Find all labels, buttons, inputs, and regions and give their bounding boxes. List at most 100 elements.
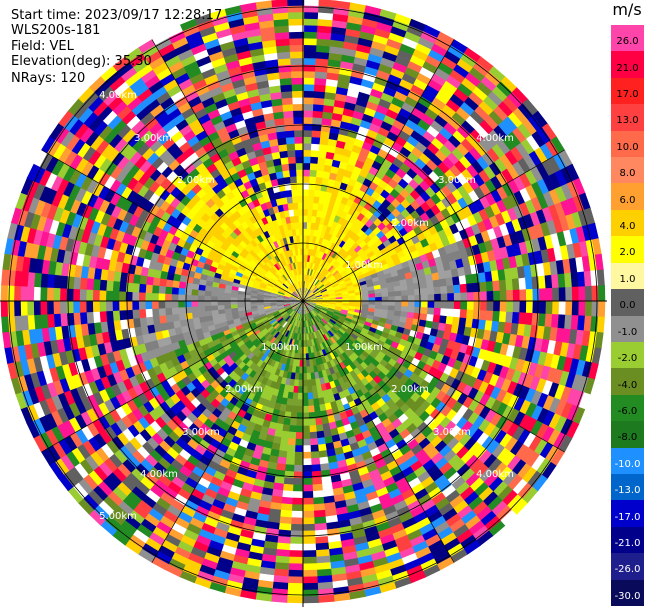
radar-gate-cell <box>167 481 182 494</box>
radar-gate-cell <box>510 146 525 163</box>
radar-gate-cell <box>288 556 303 564</box>
radar-gate-cell <box>109 191 122 206</box>
radar-gate-cell <box>49 218 60 235</box>
radar-gate-cell <box>364 227 374 237</box>
radar-gate-cell <box>433 551 451 565</box>
radar-gate-cell <box>316 575 333 584</box>
radar-gate-cell <box>80 322 89 336</box>
radar-gate-cell <box>583 377 595 396</box>
radar-gate-cell <box>125 291 133 301</box>
radar-gate-cell <box>338 328 346 335</box>
radar-gate-cell <box>88 509 106 526</box>
radar-gate-cell <box>289 530 303 538</box>
radar-gate-cell <box>33 228 44 245</box>
radar-gate-cell <box>309 228 315 237</box>
radar-gate-cell <box>317 18 334 27</box>
radar-gate-cell <box>322 303 330 306</box>
radar-gate-cell <box>279 403 287 412</box>
radar-gate-cell <box>406 455 419 467</box>
radar-gate-cell <box>338 161 349 170</box>
radar-gate-cell <box>186 438 199 450</box>
radar-gate-cell <box>366 282 374 288</box>
radar-gate-cell <box>50 409 64 427</box>
radar-gate-cell <box>118 85 135 101</box>
radar-gate-cell <box>394 55 411 68</box>
radar-gate-cell <box>116 207 128 221</box>
radar-gate-cell <box>428 102 443 116</box>
radar-gate-cell <box>320 335 327 343</box>
radar-gate-cell <box>382 342 391 351</box>
radar-gate-cell <box>312 110 324 119</box>
radar-gate-cell <box>130 467 145 482</box>
radar-gate-cell <box>423 266 432 276</box>
radar-gate-cell <box>374 250 383 259</box>
radar-gate-cell <box>414 546 432 560</box>
radar-gate-cell <box>126 176 139 191</box>
radar-gate-cell <box>333 253 341 261</box>
radar-gate-cell <box>111 485 128 502</box>
radar-gate-cell <box>163 255 172 266</box>
radar-gate-cell <box>115 418 128 433</box>
radar-gate-cell <box>309 269 314 277</box>
radar-gate-cell <box>222 538 239 549</box>
radar-gate-cell <box>329 352 336 360</box>
radar-gate-cell <box>341 218 350 228</box>
radar-gate-cell <box>121 262 130 274</box>
radar-gate-cell <box>270 344 277 353</box>
radar-gate-cell <box>356 229 365 238</box>
radar-gate-cell <box>178 465 193 478</box>
radar-gate-cell <box>455 481 471 496</box>
radar-gate-cell <box>171 174 183 187</box>
radar-gate-cell <box>322 326 328 334</box>
radar-gate-cell <box>234 235 243 244</box>
radar-gate-cell <box>348 354 356 363</box>
radar-gate-cell <box>68 466 84 483</box>
radar-gate-cell <box>263 292 271 296</box>
radar-gate-cell <box>219 509 234 520</box>
radar-gate-cell <box>426 510 443 524</box>
radar-gate-cell <box>251 287 259 292</box>
radar-gate-cell <box>375 296 383 302</box>
radar-gate-cell <box>346 347 355 356</box>
radar-gate-cell <box>230 435 242 446</box>
radar-gate-cell <box>455 333 464 345</box>
radar-gate-cell <box>198 284 206 291</box>
radar-gate-cell <box>343 101 357 111</box>
radar-gate-cell <box>479 510 497 527</box>
radar-gate-cell <box>138 291 146 301</box>
radar-gate-cell <box>461 384 473 397</box>
radar-gate-cell <box>554 169 568 188</box>
radar-gate-cell <box>517 266 526 280</box>
radar-gate-cell <box>411 250 420 260</box>
radar-gate-cell <box>460 420 474 435</box>
radar-gate-cell <box>341 484 355 495</box>
radar-gate-cell <box>478 393 491 407</box>
radar-gate-cell <box>297 399 303 407</box>
radar-gate-cell <box>272 435 282 444</box>
radar-gate-cell <box>331 281 339 287</box>
radar-gate-cell <box>302 537 316 545</box>
radar-gate-cell <box>409 460 423 473</box>
radar-gate-cell <box>73 276 82 290</box>
radar-gate-cell <box>212 470 226 482</box>
radar-gate-cell <box>334 307 342 312</box>
radar-gate-cell <box>93 153 108 169</box>
radar-gate-cell <box>145 292 153 301</box>
radar-gate-cell <box>434 457 449 471</box>
radar-gate-cell <box>283 303 291 307</box>
radar-gate-cell <box>379 448 392 460</box>
radar-gate-cell <box>364 156 376 167</box>
radar-gate-cell <box>178 300 185 308</box>
radar-gate-cell <box>415 331 424 341</box>
radar-gate-cell <box>257 305 265 309</box>
radar-gate-cell <box>302 484 313 492</box>
radar-gate-cell <box>199 321 208 329</box>
radar-gate-cell <box>208 329 218 337</box>
radar-gate-cell <box>92 391 105 406</box>
radar-gate-cell <box>283 303 291 306</box>
radar-gate-cell <box>422 459 436 472</box>
radar-gate-cell <box>442 331 451 341</box>
radar-gate-cell <box>455 446 470 460</box>
radar-gate-cell <box>105 289 113 301</box>
radar-gate-cell <box>256 333 264 341</box>
